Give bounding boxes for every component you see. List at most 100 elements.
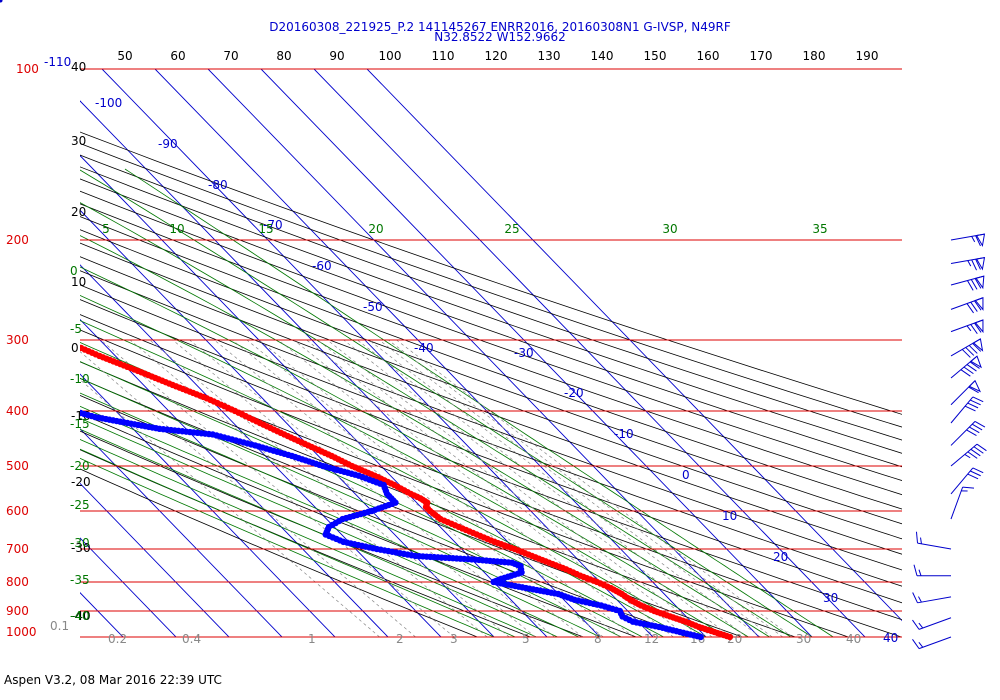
wind-barb-staff [950,421,976,446]
temperature-point [5,311,11,317]
pressure-label: 800 [6,575,29,589]
temperature-point [12,314,18,320]
mixing-ratio-line [149,339,510,638]
wind-barb [913,564,951,577]
moist-adiabat-label: 10 [169,222,184,236]
dry-adiabat-line [80,166,902,454]
wind-barb-flag [970,301,978,312]
mixing-ratio-label: 3 [450,632,458,646]
theta-label: 50 [117,49,132,63]
moist-left-label: -5 [70,322,82,336]
wind-barb-flag [974,420,986,428]
temperature-point [35,326,41,332]
theta-label: 130 [538,49,561,63]
mixing-ratio-line [317,339,702,638]
wind-barb [950,379,982,406]
dry-adiabat-line [80,256,902,555]
moist-left-label: -40 [70,609,90,623]
theta-label: 170 [750,49,773,63]
wind-barb-pennant [970,355,982,369]
dewpoint-point [31,404,37,410]
moist-adiabat-line [80,169,813,638]
dry-adiabat-label: -40 [71,609,91,623]
moist-adiabat-line [80,235,770,638]
moist-left-label: 0 [70,264,78,278]
moist-adiabat-label: 15 [258,222,273,236]
isotherm-line [313,69,866,638]
wind-barb-flag [973,446,984,454]
temperature-point [0,305,1,311]
wind-barb-flag [960,369,971,377]
moist-adiabat-label: 25 [504,222,519,236]
wind-barb-staff [950,443,978,467]
dry-adiabat-label: 30 [71,134,86,148]
wind-barb-staff [950,396,974,424]
dewpoint-point [38,404,44,410]
mixing-ratio-line [343,339,732,638]
mixing-ratio-label: 0.4 [182,632,201,646]
temperature-point [2,309,8,315]
wind-barb-flag [970,448,981,457]
wind-barb-halfflag [964,454,971,459]
moist-adiabat-line [80,448,516,638]
wind-barb-flag [970,470,981,477]
wind-barb-flag [966,303,974,314]
isotherm-line [80,318,389,638]
moist-adiabat-line [80,439,537,638]
dry-adiabat-line [80,178,902,468]
moist-left-label: -25 [70,498,90,512]
isotherm-line [80,537,177,638]
isotherm-line [80,373,336,638]
theta-label: 120 [485,49,508,63]
moist-adiabat-label: 5 [102,222,110,236]
moist-left-label: -35 [70,573,90,587]
mixing-ratio-label: 0.2 [108,632,127,646]
temperature-point [19,318,25,324]
wind-barb-flag [974,322,982,333]
wind-barb-flag [974,300,982,311]
dry-adiabat-line [80,229,902,525]
theta-label: 70 [223,49,238,63]
isotherm-line [260,69,813,638]
mixing-ratio-line [172,339,536,638]
wind-barb-flag [963,366,974,375]
temperature-point [44,330,50,336]
isotherm-label: 40 [883,631,898,645]
wind-barb-flag [972,396,984,403]
wind-barb-flag [969,426,980,434]
moist-adiabat-line [80,377,643,638]
temperature-point [60,337,66,343]
wind-barb [950,443,987,467]
moist-adiabat-line [80,417,579,638]
wind-barb-flag [967,402,979,409]
wind-barb-flag [964,405,976,412]
wind-barb-flag [975,235,981,247]
mixing-ratio-line [189,339,555,638]
dry-adiabat-label: 40 [71,60,86,74]
isotherm-line [80,154,548,638]
dry-adiabat-line [80,216,902,510]
dry-adiabat-line [80,270,902,571]
mixing-ratio-line [214,339,583,638]
moist-adiabat-line [80,405,601,638]
isotherm-label: -10 [614,427,634,441]
pressure-label: 600 [6,504,29,518]
wind-barb-flag [975,258,981,270]
dry-adiabat-label: -20 [71,475,91,489]
dewpoint-point [42,405,48,411]
chart-title-line1: D20160308_221925_P.2 141145267 ENRR2016,… [269,20,731,34]
temperature-point [9,313,15,319]
temperature-point [56,335,62,341]
wind-barb-flag [961,349,971,358]
wind-barb-flag [913,564,918,576]
wind-barb-flag [966,364,977,372]
dewpoint-point [53,406,59,412]
wind-barb-flag [971,423,983,431]
theta-label: 140 [591,49,614,63]
wind-barb-flag [970,399,981,406]
wind-barb-staff [950,467,974,495]
theta-label: 150 [644,49,667,63]
isotherm-label: -60 [312,259,332,273]
dry-adiabat-label: 10 [71,275,86,289]
wind-barb-flag [972,343,982,352]
